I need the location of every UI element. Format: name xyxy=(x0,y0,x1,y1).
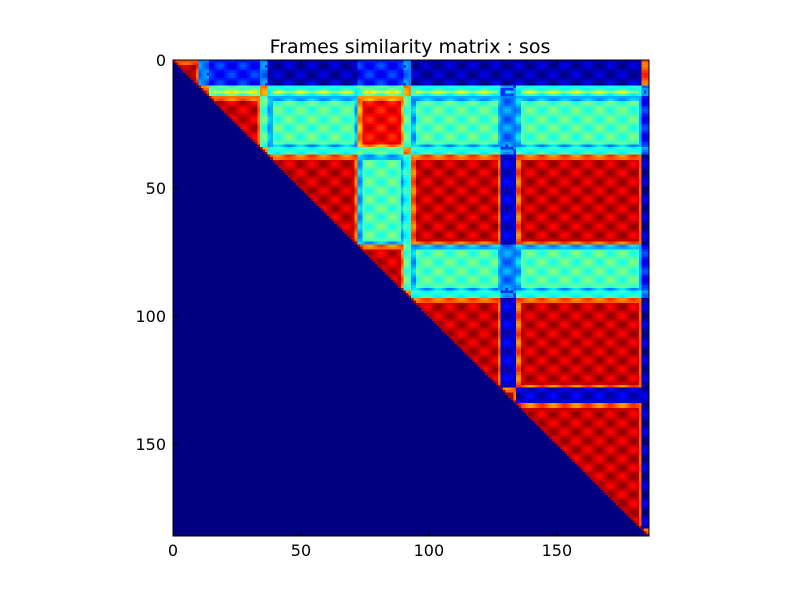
heatmap-image xyxy=(173,60,649,536)
x-tick-label: 50 xyxy=(291,541,311,560)
x-axis: 0 50 100 150 xyxy=(168,60,572,560)
y-tick-label: 0 xyxy=(156,51,166,70)
y-tick-label: 150 xyxy=(135,435,166,454)
x-tick-label: 100 xyxy=(414,541,445,560)
x-tick-label: 150 xyxy=(542,541,573,560)
heatmap-container xyxy=(173,60,649,536)
plot-area xyxy=(172,59,650,537)
y-axis: 0 50 100 150 xyxy=(135,51,649,454)
y-tick-label: 100 xyxy=(135,307,166,326)
plot-frame xyxy=(172,59,650,537)
x-tick-label: 0 xyxy=(168,541,178,560)
y-tick-label: 50 xyxy=(146,179,166,198)
chart-title: Frames similarity matrix : sos xyxy=(270,36,551,58)
